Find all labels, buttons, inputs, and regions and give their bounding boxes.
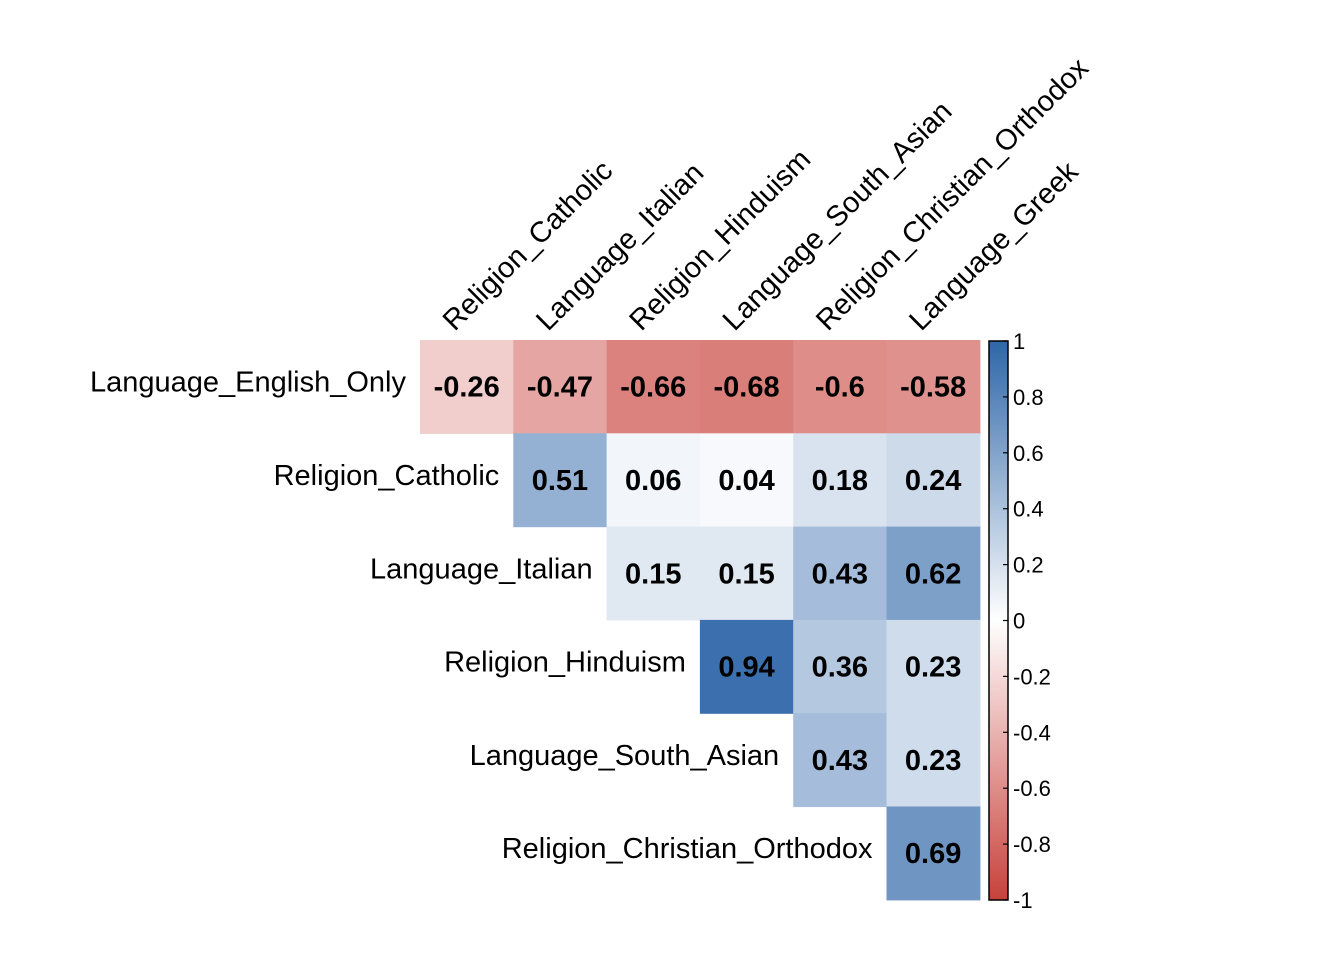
cell-value-label: 0.18 bbox=[812, 465, 868, 497]
cell-value-label: 0.69 bbox=[905, 838, 961, 870]
cell-value-label: -0.47 bbox=[527, 372, 593, 404]
cell-value-label: -0.66 bbox=[620, 372, 686, 404]
heatmap-cell-0-5 bbox=[886, 340, 981, 434]
heatmap-cell-2-2 bbox=[606, 526, 701, 621]
cell-value-label: 0.15 bbox=[718, 558, 774, 590]
heatmap-cell-0-3 bbox=[699, 340, 794, 434]
cell-value-label: 0.23 bbox=[905, 652, 961, 684]
cell-value-label: 0.43 bbox=[812, 745, 868, 777]
cell-value-label: 0.43 bbox=[812, 558, 868, 590]
column-label: Religion_Hinduism bbox=[624, 143, 818, 337]
cell-value-label: -0.26 bbox=[434, 372, 500, 404]
row-label: Religion_Christian_Orthodox bbox=[502, 833, 873, 865]
cell-value-label: -0.6 bbox=[815, 372, 865, 404]
heatmap-cell-0-1 bbox=[513, 340, 608, 434]
column-label: Language_Greek bbox=[903, 155, 1084, 336]
colorbar-tick-label: -0.2 bbox=[1013, 664, 1051, 689]
colorbar-tick-label: -1 bbox=[1013, 888, 1033, 913]
heatmap-cell-5-5 bbox=[886, 806, 981, 901]
row-label: Language_South_Asian bbox=[470, 740, 780, 772]
heatmap-cell-4-5 bbox=[886, 713, 981, 808]
cell-value-label: 0.51 bbox=[532, 465, 588, 497]
cell-value-label: 0.23 bbox=[905, 745, 961, 777]
cell-value-label: -0.58 bbox=[900, 372, 966, 404]
heatmap-cell-1-5 bbox=[886, 433, 981, 528]
row-label: Religion_Catholic bbox=[274, 460, 500, 492]
heatmap-cell-4-4 bbox=[793, 713, 888, 808]
heatmap-cell-0-4 bbox=[793, 340, 888, 434]
cell-value-label: 0.15 bbox=[625, 558, 681, 590]
colorbar-tick-label: 0.2 bbox=[1013, 553, 1044, 578]
heatmap-cell-3-3 bbox=[699, 619, 794, 714]
heatmap-cell-3-5 bbox=[886, 619, 981, 714]
column-labels: Religion_CatholicLanguage_ItalianReligio… bbox=[437, 52, 1095, 337]
row-label: Religion_Hinduism bbox=[444, 647, 686, 679]
row-label: Language_English_Only bbox=[90, 367, 407, 399]
row-labels: Language_English_Only Religion_Catholic La… bbox=[90, 367, 873, 866]
cell-value-label: -0.68 bbox=[713, 372, 779, 404]
heatmap-cell-2-3 bbox=[699, 526, 794, 621]
heatmap-cell-2-5 bbox=[886, 526, 981, 621]
colorbar-tick-label: 0.4 bbox=[1013, 497, 1044, 522]
column-label: Religion_Catholic bbox=[437, 155, 619, 337]
colorbar-tick-label: 1 bbox=[1013, 329, 1025, 354]
heatmap-cells: -0.26 -0.47 -0.66 -0.68 -0.6 -0.58 0.51 0.06 0.0… bbox=[420, 340, 981, 901]
cell-value-label: 0.04 bbox=[718, 465, 774, 497]
row-label: Language_Italian bbox=[370, 553, 593, 585]
column-label: Language_Italian bbox=[530, 157, 710, 337]
heatmap-cell-1-3 bbox=[699, 433, 794, 528]
colorbar: 1 0.8 0.6 0.4 0.2 0 -0.2 -0.4 -0.6 -0.8 -1 bbox=[988, 329, 1051, 913]
colorbar-tick-label: -0.4 bbox=[1013, 720, 1051, 745]
colorbar-tick-label: 0 bbox=[1013, 609, 1025, 634]
heatmap-cell-1-1 bbox=[513, 433, 608, 528]
colorbar-tick-label: -0.8 bbox=[1013, 832, 1051, 857]
cell-value-label: 0.36 bbox=[812, 652, 868, 684]
colorbar-tick-label: 0.8 bbox=[1013, 385, 1044, 410]
heatmap-cell-0-2 bbox=[606, 340, 701, 434]
colorbar-tick-label: 0.6 bbox=[1013, 441, 1044, 466]
cell-value-label: 0.94 bbox=[718, 652, 774, 684]
cell-value-label: 0.06 bbox=[625, 465, 681, 497]
cell-value-label: 0.62 bbox=[905, 558, 961, 590]
colorbar-tick-label: -0.6 bbox=[1013, 776, 1051, 801]
cell-value-label: 0.24 bbox=[905, 465, 961, 497]
heatmap-cell-3-4 bbox=[793, 619, 888, 714]
heatmap-cell-1-4 bbox=[793, 433, 888, 528]
heatmap-cell-2-4 bbox=[793, 526, 888, 621]
heatmap-cell-0-0 bbox=[420, 340, 514, 434]
heatmap-cell-1-2 bbox=[606, 433, 701, 528]
